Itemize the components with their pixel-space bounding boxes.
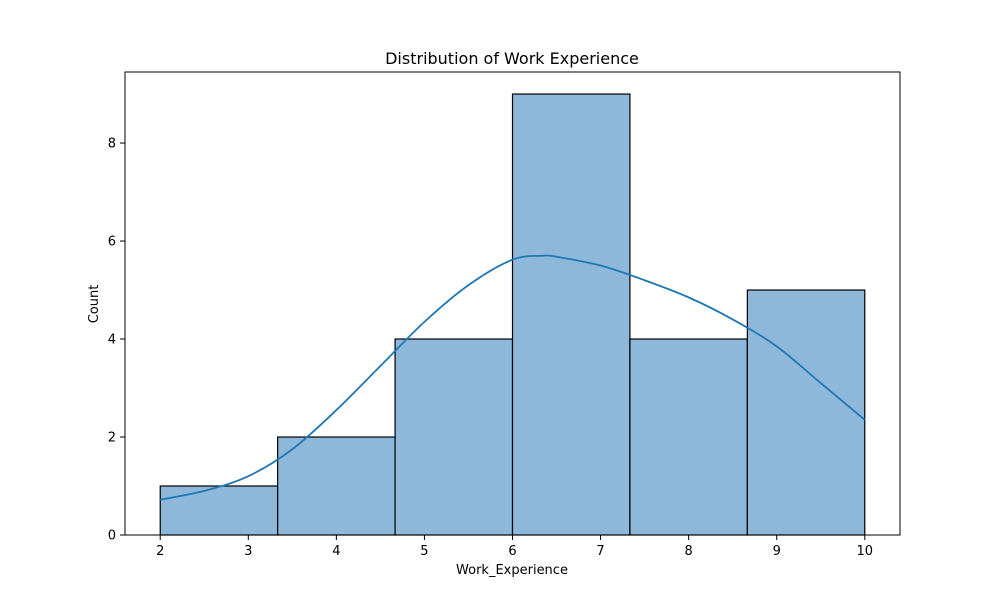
kde-line [160,254,866,501]
bars-group [159,93,866,536]
x-axis-ticks: 2 3 4 5 6 7 8 9 10 [156,535,873,559]
y-tick-label: 8 [108,137,116,152]
y-tick-label: 2 [108,431,116,446]
x-tick-label: 10 [856,544,873,559]
y-tick-label: 4 [108,333,116,348]
histogram-bar-2 [277,436,396,536]
x-tick-label: 9 [773,544,781,559]
histogram-bar-5 [629,338,748,536]
histogram-bar-6 [746,289,866,536]
histogram-bar-3 [394,338,514,536]
y-tick-label: 0 [108,529,116,544]
x-tick-label: 3 [244,544,252,559]
y-axis-ticks: 0 2 4 6 8 [108,137,125,544]
y-tick-label: 6 [108,235,116,250]
x-tick-label: 5 [420,544,428,559]
x-tick-label: 4 [332,544,340,559]
x-tick-label: 2 [156,544,164,559]
x-axis-label: Work_Experience [456,563,568,578]
x-tick-label: 7 [596,544,604,559]
x-tick-label: 8 [684,544,692,559]
x-tick-label: 6 [508,544,516,559]
kde-group [160,254,866,501]
histogram-bar-4 [511,93,631,536]
chart-title: Distribution of Work Experience [385,49,639,68]
y-axis-label: Count [87,285,102,324]
histogram-bar-1 [159,485,279,536]
